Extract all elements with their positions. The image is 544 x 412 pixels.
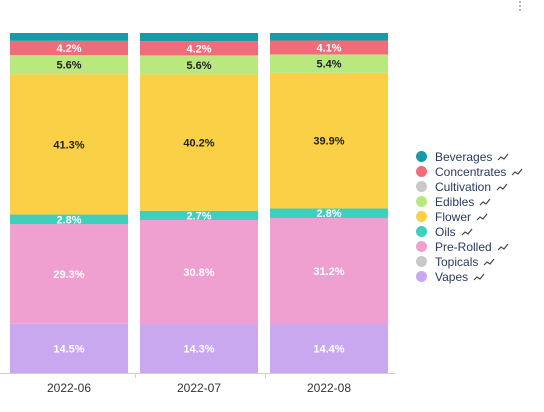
bar-segment-pre-rolled-2022-07[interactable]	[140, 219, 258, 325]
data-label: 2.7%	[186, 210, 211, 222]
bar-segment-flower-2022-06[interactable]	[10, 74, 128, 215]
legend-swatch	[416, 196, 427, 207]
legend-swatch	[416, 256, 427, 267]
legend-label: Flower	[435, 209, 472, 224]
data-label: 2.8%	[56, 214, 81, 226]
bar-segment-vapes-2022-08[interactable]	[270, 324, 388, 373]
trend-line-icon[interactable]	[479, 198, 491, 206]
data-label: 5.6%	[186, 60, 211, 72]
trend-line-icon[interactable]	[497, 243, 509, 251]
bar-segment-concentrates-2022-07[interactable]	[140, 41, 258, 56]
data-label: 40.2%	[183, 138, 214, 150]
legend-label: Vapes	[435, 269, 469, 284]
data-label: 14.5%	[53, 343, 84, 355]
data-label: 4.2%	[186, 43, 211, 55]
data-label: 2.8%	[316, 208, 341, 220]
legend-label: Topicals	[435, 254, 479, 269]
legend-item-topicals[interactable]: Topicals	[416, 254, 523, 269]
legend-item-beverages[interactable]: Beverages	[416, 149, 523, 164]
trend-line-icon[interactable]	[483, 258, 495, 266]
data-label: 39.9%	[313, 136, 344, 148]
data-label: 14.4%	[313, 344, 344, 356]
bar-segment-pre-rolled-2022-08[interactable]	[270, 217, 388, 325]
bar-segment-flower-2022-08[interactable]	[270, 72, 388, 209]
legend-label: Pre-Rolled	[435, 239, 492, 254]
data-label: 29.3%	[53, 269, 84, 281]
bar-segment-flower-2022-07[interactable]	[140, 74, 258, 211]
trend-line-icon[interactable]	[496, 183, 508, 191]
bar-segment-vapes-2022-06[interactable]	[10, 323, 128, 373]
legend-label: Oils	[435, 224, 456, 239]
x-tick-label: 2022-07	[177, 381, 221, 395]
data-label: 5.6%	[56, 60, 81, 72]
bar-segment-oils-2022-07[interactable]	[140, 210, 258, 220]
data-label: 30.8%	[183, 267, 214, 279]
legend-swatch	[416, 166, 427, 177]
legend-swatch	[416, 226, 427, 237]
legend-label: Edibles	[435, 194, 475, 209]
bar-segment-edibles-2022-06[interactable]	[10, 55, 128, 75]
legend-item-oils[interactable]: Oils	[416, 224, 523, 239]
bar-segment-edibles-2022-07[interactable]	[140, 55, 258, 75]
bar-segment-beverages-2022-06[interactable]	[10, 33, 128, 41]
legend-label: Beverages	[435, 149, 493, 164]
bar-segment-vapes-2022-07[interactable]	[140, 324, 258, 373]
legend-item-flower[interactable]: Flower	[416, 209, 523, 224]
data-label: 14.3%	[183, 344, 214, 356]
data-label: 41.3%	[53, 139, 84, 151]
x-tick-label: 2022-08	[307, 381, 351, 395]
bar-segment-concentrates-2022-08[interactable]	[270, 40, 388, 55]
legend-swatch	[416, 271, 427, 282]
legend-swatch	[416, 181, 427, 192]
bar-segment-beverages-2022-07[interactable]	[140, 33, 258, 42]
legend-label: Cultivation	[435, 179, 492, 194]
trend-line-icon[interactable]	[511, 168, 523, 176]
bar-segment-oils-2022-08[interactable]	[270, 208, 388, 218]
trend-line-icon[interactable]	[476, 213, 488, 221]
bar-segment-oils-2022-06[interactable]	[10, 214, 128, 225]
legend-swatch	[416, 241, 427, 252]
data-label: 31.2%	[313, 266, 344, 278]
legend-label: Concentrates	[435, 164, 507, 179]
legend-item-cultivation[interactable]: Cultivation	[416, 179, 523, 194]
more-options-icon[interactable]	[514, 0, 526, 15]
bar-segment-concentrates-2022-06[interactable]	[10, 40, 128, 56]
legend-item-concentrates[interactable]: Concentrates	[416, 164, 523, 179]
data-label: 5.4%	[316, 59, 341, 71]
bar-segment-edibles-2022-08[interactable]	[270, 54, 388, 73]
trend-line-icon[interactable]	[461, 228, 473, 236]
bar-segment-beverages-2022-08[interactable]	[270, 33, 388, 41]
legend-swatch	[416, 151, 427, 162]
legend-item-vapes[interactable]: Vapes	[416, 269, 523, 284]
legend-item-edibles[interactable]: Edibles	[416, 194, 523, 209]
trend-line-icon[interactable]	[473, 273, 485, 281]
legend-swatch	[416, 211, 427, 222]
legend-item-pre-rolled[interactable]: Pre-Rolled	[416, 239, 523, 254]
data-label: 4.1%	[316, 42, 341, 54]
data-label: 4.2%	[56, 43, 81, 55]
bar-segment-pre-rolled-2022-06[interactable]	[10, 224, 128, 324]
chart-legend: Beverages Concentrates Cultivation Edibles F…	[416, 149, 523, 284]
x-tick-label: 2022-06	[47, 381, 91, 395]
trend-line-icon[interactable]	[497, 153, 509, 161]
